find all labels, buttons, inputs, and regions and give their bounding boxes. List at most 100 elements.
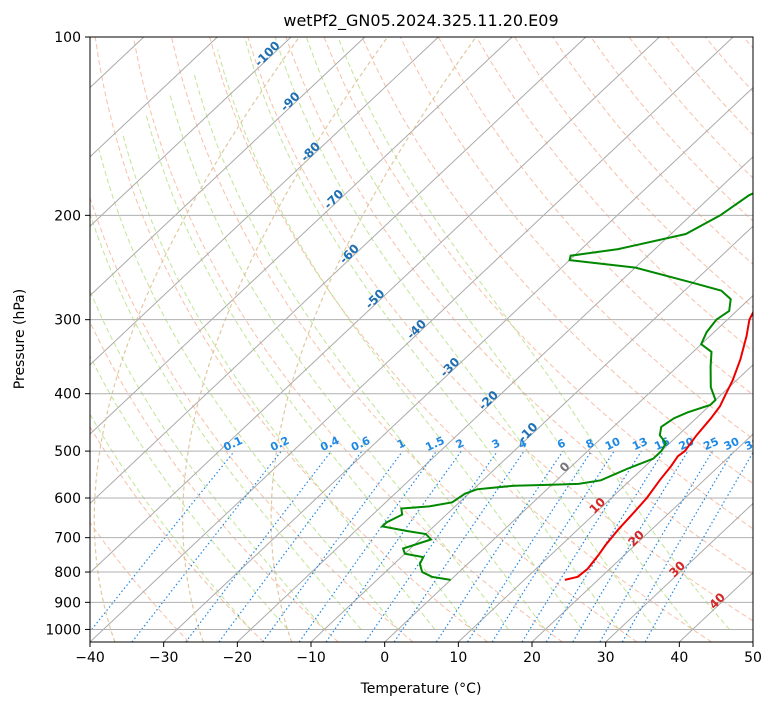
dry-adiabat — [743, 37, 753, 49]
isotherm — [90, 37, 734, 642]
moist-adiabat — [98, 149, 399, 630]
dry-adiabat — [247, 37, 753, 622]
isotherm — [163, 86, 753, 642]
x-tick-label: −10 — [296, 650, 326, 666]
x-tick-label: −20 — [223, 650, 253, 666]
y-tick-label: 800 — [54, 565, 81, 581]
isotherm-label: -30 — [437, 355, 462, 380]
mixing-ratio-label: 6 — [555, 436, 568, 451]
isotherm-label: 40 — [706, 590, 728, 612]
dry-adiabat — [552, 37, 753, 265]
mixing-ratio-line — [545, 450, 665, 642]
isotherm — [236, 156, 753, 642]
x-axis-ticks: −40 −30 −20 −10 0 10 20 30 40 50 — [75, 642, 762, 666]
mixing-ratio-line — [393, 450, 525, 642]
isotherm — [678, 571, 753, 642]
moist-adiabat — [305, 37, 694, 630]
mixing-ratio-label: 13 — [630, 435, 649, 453]
dry-adiabat — [90, 196, 414, 642]
pressure-grid — [90, 37, 753, 630]
dry-adiabat — [90, 521, 190, 642]
isotherm — [752, 641, 753, 642]
dry-adiabat — [285, 37, 753, 576]
isotherm — [457, 364, 753, 642]
mixing-ratio-label: 16 — [652, 435, 672, 453]
isotherm — [90, 37, 292, 227]
y-tick-label: 900 — [54, 595, 81, 611]
mixing-ratio-line — [325, 450, 462, 642]
y-tick-label: 500 — [54, 444, 81, 460]
isotherm-label: -90 — [278, 89, 303, 114]
mixing-ratio-label: 2 — [454, 436, 466, 451]
isotherm — [90, 37, 660, 574]
isotherm-label: -80 — [298, 139, 323, 164]
isotherm-label: -40 — [404, 317, 429, 342]
isotherm-label: 30 — [666, 558, 688, 580]
mixing-ratio-line — [466, 450, 592, 642]
isotherm-label: -50 — [362, 286, 387, 311]
moist-adiabat — [193, 72, 546, 630]
mixing-ratio-line — [262, 450, 404, 642]
mixing-ratio-line — [435, 450, 564, 642]
dry-adiabat — [590, 37, 753, 222]
isotherm — [310, 225, 753, 642]
dry-adiabat — [514, 37, 753, 309]
dry-adiabat — [437, 37, 753, 396]
moist-adiabat — [244, 37, 620, 630]
mixing-ratio-label: 3 — [490, 436, 502, 451]
moist-adiabat — [337, 37, 730, 630]
x-tick-label: 20 — [523, 650, 541, 666]
dry-adiabat — [476, 37, 753, 352]
mixing-ratio-line — [599, 450, 714, 642]
mixing-ratio-line — [491, 450, 615, 642]
isotherm — [90, 37, 366, 297]
dry-adiabat — [323, 37, 753, 530]
mixing-ratio-label: 10 — [603, 435, 623, 453]
tan-curve — [270, 37, 477, 642]
tan-curve — [93, 37, 300, 642]
isotherm-label: -60 — [337, 241, 362, 266]
dewpoint-line — [380, 192, 753, 581]
isotherm — [90, 37, 513, 435]
background-lines — [90, 37, 753, 642]
x-tick-label: 50 — [744, 650, 762, 666]
dry-adiabat — [361, 37, 753, 485]
isotherm — [90, 37, 218, 158]
isotherm — [531, 433, 753, 642]
y-tick-label: 400 — [54, 387, 81, 403]
isotherm-label: 0 — [557, 459, 573, 475]
y-tick-label: 200 — [54, 208, 81, 224]
y-tick-label: 300 — [54, 313, 81, 329]
mixing-ratio-line — [218, 450, 363, 642]
mixing-ratio-label: 20 — [677, 435, 697, 453]
x-tick-label: 30 — [597, 650, 615, 666]
mixing-ratio-line — [131, 450, 282, 642]
dry-adiabat — [94, 37, 488, 642]
temperature-line — [564, 310, 753, 581]
mixing-ratio-line — [364, 450, 498, 642]
y-tick-label: 600 — [54, 491, 81, 507]
mixing-ratio-line — [621, 450, 734, 642]
y-axis-ticks: 100 200 300 400 500 600 700 800 900 1000 — [45, 30, 90, 638]
x-tick-label: 40 — [670, 650, 688, 666]
plot-frame — [89, 36, 754, 643]
moist-adiabat — [169, 94, 509, 630]
isotherm-label: -100 — [252, 38, 283, 69]
isotherm-label: -20 — [476, 388, 501, 413]
moist-adiabat — [121, 132, 436, 630]
mixing-ratio-line — [298, 450, 437, 642]
isotherm — [90, 37, 439, 366]
chart-title: wetPf2_GN05.2024.325.11.20.E09 — [283, 11, 558, 31]
background-line-labels: 0.1 0.2 0.4 0.6 1 1.5 2 3 4 6 8 10 13 16 20 25 30 36-100-… — [221, 38, 753, 612]
dry-adiabat — [171, 37, 638, 642]
mixing-ratio-label: 25 — [701, 435, 720, 453]
dry-adiabat — [132, 37, 563, 642]
y-tick-label: 1000 — [45, 622, 81, 638]
moist-adiabat — [145, 114, 473, 630]
moist-adiabat — [217, 49, 583, 630]
mixing-ratio-line — [644, 451, 753, 642]
dry-adiabat — [666, 37, 753, 136]
y-tick-label: 100 — [54, 30, 81, 46]
y-tick-label: 700 — [54, 531, 81, 547]
